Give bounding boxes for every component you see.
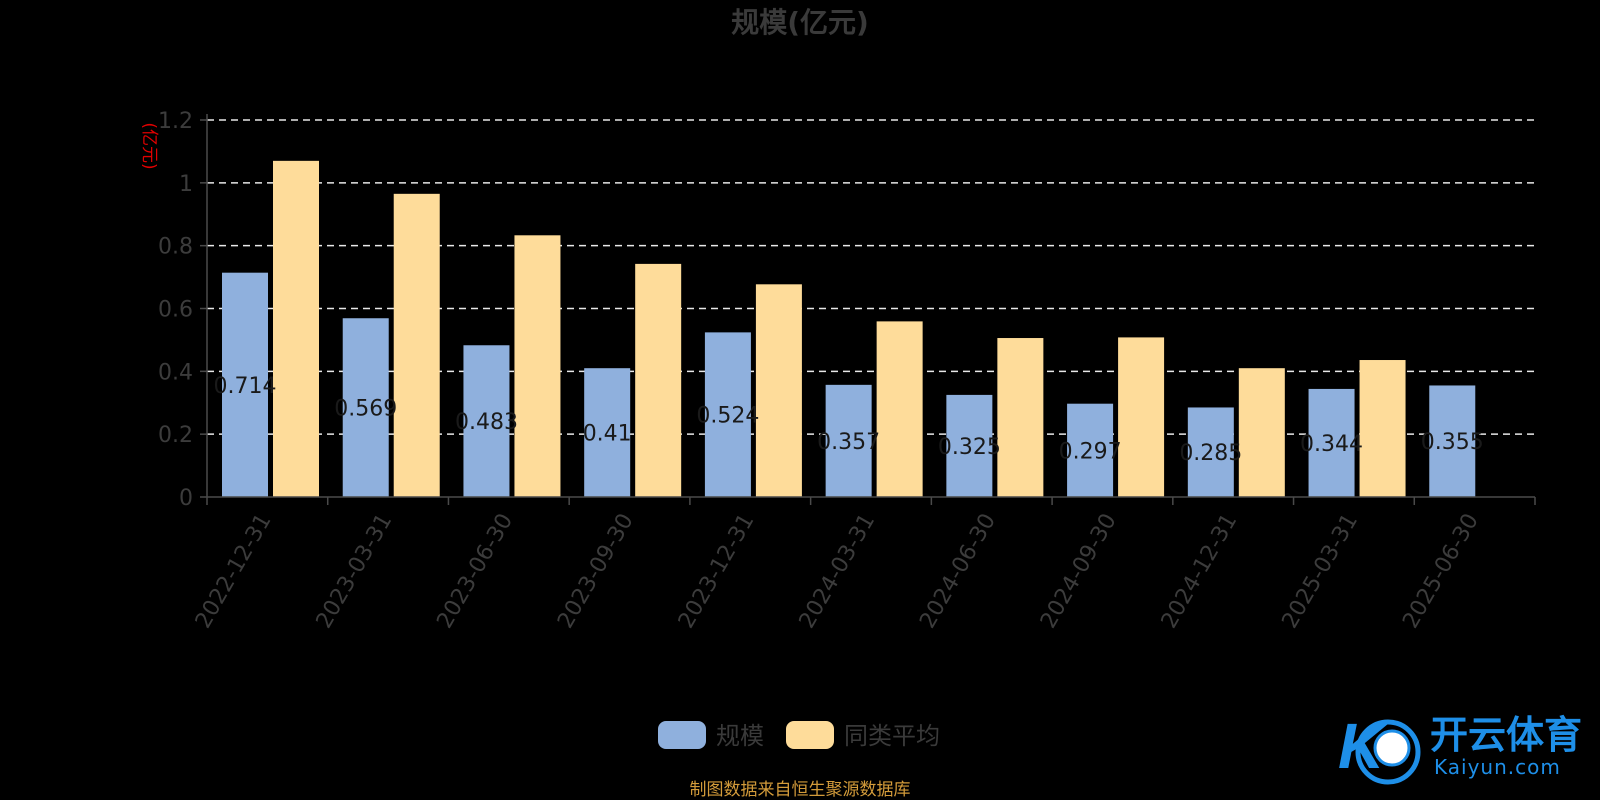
bar-value-label: 0.524 (696, 404, 759, 429)
bar-peer-average (876, 321, 923, 497)
bar-scale (342, 318, 389, 497)
legend-label: 规模 (716, 722, 764, 750)
bar-scale (222, 272, 268, 497)
bar-value-label: 0.325 (938, 435, 1001, 460)
bar-peer-average (997, 338, 1044, 497)
y-tick-label: 0.6 (158, 298, 193, 323)
bar-scale (946, 394, 993, 497)
legend-swatch (786, 721, 834, 749)
bar-scale (1429, 385, 1476, 497)
y-tick-label: 0.2 (158, 423, 193, 448)
x-tick-label: 2024-06-30 (915, 510, 1001, 633)
bar-scale (1187, 407, 1234, 497)
bar-peer-average (514, 235, 561, 497)
legend-label: 同类平均 (844, 722, 940, 750)
data-labels: 0.714 0.569 0.483 0.41 0.524 0.357 0.325 0.297 0… (214, 374, 1484, 466)
bar-value-label: 0.355 (1421, 430, 1484, 455)
bar-value-label: 0.285 (1179, 441, 1242, 466)
bar-scale (825, 384, 872, 497)
x-tick-label: 2025-06-30 (1398, 510, 1484, 633)
bar-peer-average (635, 263, 682, 497)
bar-value-label: 0.297 (1059, 439, 1122, 464)
bar-value-label: 0.714 (214, 374, 277, 399)
x-tick-label: 2023-03-31 (312, 510, 398, 633)
logo-k-glyph: K (1338, 710, 1389, 782)
legend-swatch (658, 721, 706, 749)
legend: 规模 同类平均 (658, 721, 940, 750)
x-tick-label: 2023-06-30 (432, 510, 518, 633)
bar-scale (584, 368, 631, 497)
bar-value-label: 0.569 (334, 397, 397, 422)
y-unit-label: (亿元) (139, 122, 159, 169)
watermark-logo: K 开云体育 Kaiyun.com (1338, 710, 1582, 785)
x-tick-label: 2024-09-30 (1036, 510, 1122, 633)
bar-peer-average (1238, 368, 1285, 497)
watermark-brand-cn: 开云体育 (1430, 713, 1582, 757)
y-tick-label: 1.2 (158, 109, 193, 134)
logo-ring (1355, 719, 1421, 785)
bar-peer-average (755, 284, 802, 497)
y-tick-label: 0.8 (158, 235, 193, 260)
x-tick-label: 2022-12-31 (191, 510, 277, 633)
bar-series (222, 160, 1476, 497)
y-axis-ticks: 0 0.2 0.4 0.6 0.8 1 1.2 (158, 109, 208, 511)
data-source-note: 制图数据来自恒生聚源数据库 (690, 780, 911, 800)
x-tick-label: 2024-12-31 (1157, 510, 1243, 633)
bar-value-label: 0.344 (1300, 432, 1363, 457)
bar-value-label: 0.41 (583, 422, 632, 447)
y-tick-label: 0.4 (158, 360, 193, 385)
bar-peer-average (273, 160, 319, 497)
x-tick-label: 2024-03-31 (795, 510, 881, 633)
x-tick-label: 2023-09-30 (553, 510, 639, 633)
y-tick-label: 0 (179, 486, 193, 511)
bar-peer-average (1359, 360, 1406, 497)
bar-scale (1308, 388, 1355, 497)
bar-scale (704, 332, 751, 497)
bar-value-label: 0.483 (455, 410, 518, 435)
watermark-brand-en: Kaiyun.com (1434, 755, 1561, 779)
soccer-ball-icon (1373, 729, 1411, 767)
chart-title: 规模(亿元) (731, 6, 869, 39)
bar-value-label: 0.357 (817, 430, 880, 455)
bar-peer-average (1118, 337, 1165, 497)
bar-scale (1067, 403, 1114, 497)
bar-peer-average (393, 193, 440, 497)
x-tick-label: 2023-12-31 (674, 510, 760, 633)
y-tick-label: 1 (179, 172, 193, 197)
x-axis: 2022-12-31 2023-03-31 2023-06-30 2023-09-30… (191, 496, 1536, 633)
x-tick-label: 2025-03-31 (1278, 510, 1364, 633)
bar-scale (463, 345, 510, 497)
